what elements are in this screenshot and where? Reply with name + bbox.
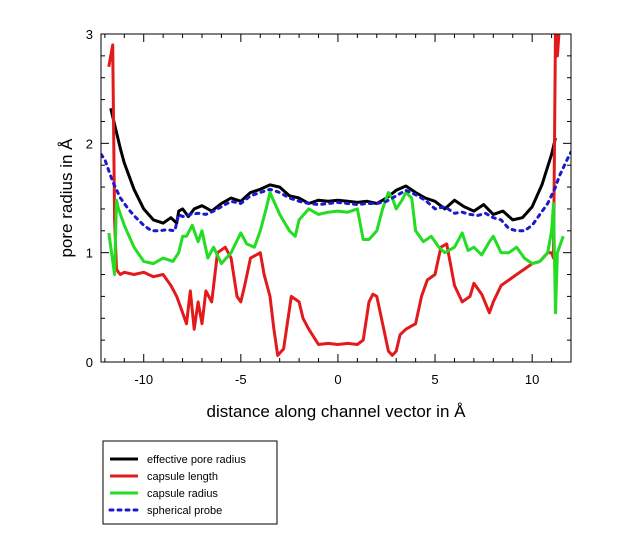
series-line-2 <box>107 34 561 357</box>
plot-frame <box>100 33 572 363</box>
series-line-1 <box>109 107 557 225</box>
ticks-layer: -10 -5 0 5 10 0 1 2 3 <box>86 27 572 387</box>
y-tick-label: 0 <box>86 355 93 370</box>
y-tick-label: 1 <box>86 246 93 261</box>
y-tick-label: 2 <box>86 136 93 151</box>
series-line-3 <box>107 191 565 315</box>
x-tick-label: -10 <box>134 372 153 387</box>
y-tick-label: 3 <box>86 27 93 42</box>
series-layer <box>101 34 571 357</box>
y-axis-label: pore radius in Å <box>57 138 76 258</box>
x-axis-label: distance along channel vector in Å <box>207 402 467 421</box>
legend-label-4: spherical probe <box>147 505 222 517</box>
series-line-4 <box>101 150 571 233</box>
legend-box <box>102 440 278 525</box>
legend-label-2: capsule length <box>147 471 218 483</box>
x-tick-label: 10 <box>525 372 539 387</box>
x-tick-label: -5 <box>235 372 247 387</box>
legend-label-3: capsule radius <box>147 488 218 500</box>
legend: effective pore radius capsule length capsu… <box>102 440 278 525</box>
x-tick-label: 5 <box>431 372 438 387</box>
x-tick-label: 0 <box>334 372 341 387</box>
legend-label-1: effective pore radius <box>147 454 246 466</box>
